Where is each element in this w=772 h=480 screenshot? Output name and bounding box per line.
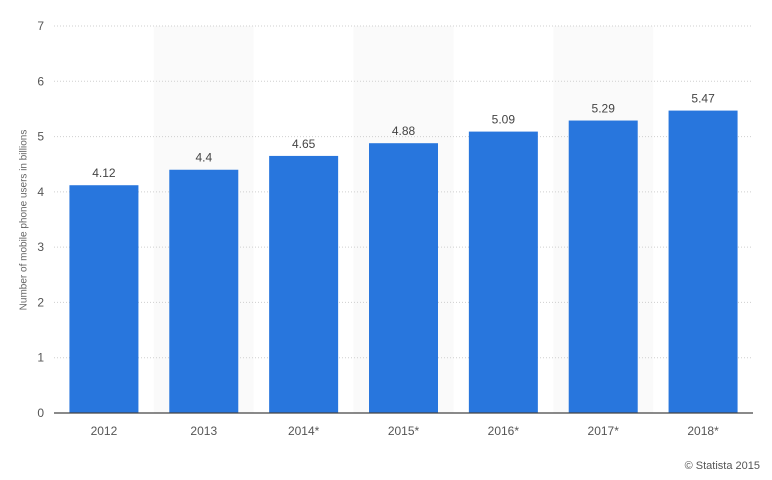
x-tick-label: 2013 xyxy=(190,424,217,438)
y-tick-label: 4 xyxy=(37,185,44,199)
bar-2012[interactable] xyxy=(69,185,139,413)
bar-2013[interactable] xyxy=(169,169,239,413)
bars xyxy=(69,110,738,414)
x-tick-label: 2016* xyxy=(488,424,520,438)
statista-credit[interactable]: © Statista 2015 xyxy=(684,460,760,472)
data-label: 4.4 xyxy=(195,151,212,165)
bar-2016[interactable] xyxy=(468,131,538,414)
data-label: 4.88 xyxy=(392,124,416,138)
data-label: 4.65 xyxy=(292,137,316,151)
data-label: 5.47 xyxy=(691,92,715,106)
y-tick-label: 7 xyxy=(37,19,44,33)
bar-2017[interactable] xyxy=(568,120,638,413)
x-tick-label: 2012 xyxy=(91,424,118,438)
y-tick-label: 5 xyxy=(37,130,44,144)
y-axis-ticks: 0 1 2 3 4 5 6 7 xyxy=(37,19,44,420)
bar-2015[interactable] xyxy=(369,143,438,413)
y-tick-label: 6 xyxy=(37,74,44,88)
y-axis-label: Number of mobile phone users in billions xyxy=(18,129,30,311)
y-tick-label: 0 xyxy=(37,406,44,420)
data-label: 5.09 xyxy=(492,113,516,127)
bar-2014[interactable] xyxy=(269,155,339,413)
y-tick-label: 1 xyxy=(37,351,44,365)
x-tick-label: 2018* xyxy=(687,424,719,438)
x-axis-ticks: 2012 2013 2014* 2015* 2016* 2017* 2018* xyxy=(91,424,720,438)
data-label: 5.29 xyxy=(592,102,616,116)
bar-2018[interactable] xyxy=(668,110,738,413)
x-tick-label: 2014* xyxy=(288,424,320,438)
y-tick-label: 3 xyxy=(37,240,44,254)
x-tick-label: 2015* xyxy=(388,424,420,438)
y-tick-label: 2 xyxy=(37,295,44,309)
data-labels: 4.12 4.4 4.65 4.88 5.09 5.29 5.47 xyxy=(92,92,715,181)
x-tick-label: 2017* xyxy=(588,424,620,438)
data-label: 4.12 xyxy=(92,166,116,180)
